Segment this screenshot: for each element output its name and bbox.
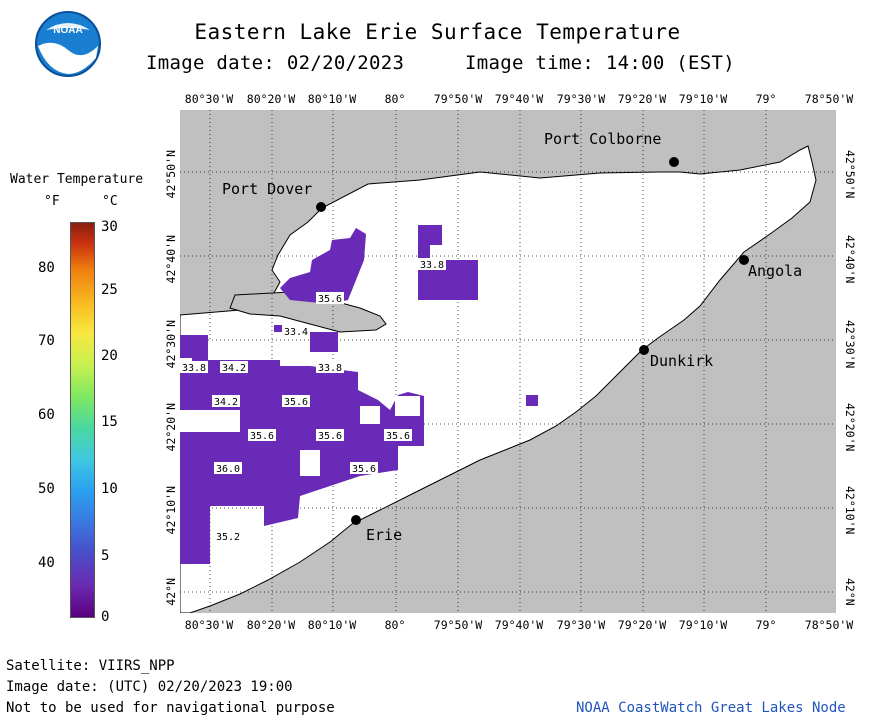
image-date: Image date: 02/20/2023 [146, 52, 405, 74]
legend-tick-c: 20 [101, 348, 118, 364]
temp-label: 34.2 [214, 397, 238, 408]
legend-unit-c: °C [102, 194, 118, 209]
lon-label: 80°30'W [184, 92, 234, 106]
city-marker [669, 157, 679, 167]
color-scale-bar [70, 222, 95, 618]
lat-label: 42°30'N [843, 320, 857, 369]
city-label: Angola [748, 262, 802, 280]
temperature-patches [180, 225, 538, 564]
lat-label: 42°40'N [843, 235, 857, 284]
city-label: Port Dover [222, 180, 312, 198]
temp-label: 35.6 [386, 431, 410, 442]
legend-title: Water Temperature [10, 172, 144, 187]
legend-tick-c: 5 [101, 548, 110, 564]
legend-tick-c: 30 [101, 219, 118, 235]
credit-text: NOAA CoastWatch Great Lakes Node [576, 700, 846, 716]
lon-label: 79° [755, 618, 777, 632]
city-marker [351, 515, 361, 525]
lon-label: 80°20'W [246, 618, 296, 632]
lon-label: 80° [384, 618, 406, 632]
lon-label: 80°10'W [307, 92, 357, 106]
temp-label: 33.8 [182, 363, 206, 374]
lat-label: 42°10'N [843, 486, 857, 535]
temp-label: 33.8 [318, 363, 342, 374]
disclaimer: Not to be used for navigational purpose [6, 700, 335, 716]
lon-label: 79°10'W [678, 618, 728, 632]
legend-tick-f: 70 [38, 333, 55, 349]
temp-label: 34.2 [222, 363, 246, 374]
lon-label: 80°30'W [184, 618, 234, 632]
temp-label: 33.8 [420, 260, 444, 271]
lon-label: 79° [755, 92, 777, 106]
temp-label: 35.6 [284, 397, 308, 408]
temp-label: 35.6 [250, 431, 274, 442]
lat-label: 42°20'N [843, 403, 857, 452]
lat-label: 42°40'N [164, 235, 178, 284]
graticule [180, 110, 836, 613]
lon-label: 78°50'W [804, 618, 854, 632]
legend-tick-f: 60 [38, 407, 55, 423]
temp-label: 36.0 [216, 464, 240, 475]
legend-tick-f: 50 [38, 481, 55, 497]
map-title: Eastern Lake Erie Surface Temperature [194, 20, 681, 44]
temp-label: 35.6 [318, 294, 342, 305]
legend-tick-c: 0 [101, 609, 110, 625]
lon-label: 79°50'W [433, 92, 483, 106]
temp-label: 35.2 [216, 532, 240, 543]
city-label: Dunkirk [650, 352, 713, 370]
lon-label: 80°20'W [246, 92, 296, 106]
lat-label: 42°10'N [164, 486, 178, 535]
temp-label: 33.4 [284, 327, 308, 338]
lon-label: 79°20'W [617, 618, 667, 632]
lat-label: 42°50'N [164, 150, 178, 199]
lon-label: 79°30'W [556, 618, 606, 632]
city-marker [739, 255, 749, 265]
city-marker [639, 345, 649, 355]
lon-label: 79°30'W [556, 92, 606, 106]
city-markers [316, 157, 749, 525]
water-gaps [180, 342, 420, 542]
legend-tick-f: 80 [38, 260, 55, 276]
lon-label: 80° [384, 92, 406, 106]
lon-label: 79°10'W [678, 92, 728, 106]
legend-tick-c: 15 [101, 414, 118, 430]
legend-tick-c: 10 [101, 481, 118, 497]
lat-label: 42°N [843, 578, 857, 606]
lat-label: 42°30'N [164, 320, 178, 369]
lon-label: 79°40'W [494, 92, 544, 106]
legend-unit-f: °F [44, 194, 60, 209]
city-label-group: Port Colborne Port Dover Angola Dunkirk … [222, 130, 802, 544]
lat-label: 42°N [164, 578, 178, 606]
lon-label: 78°50'W [804, 92, 854, 106]
lon-label: 79°50'W [433, 618, 483, 632]
lat-label: 42°50'N [843, 150, 857, 199]
image-time: Image time: 14:00 (EST) [465, 52, 735, 74]
city-label: Port Colborne [544, 130, 661, 148]
utc-date: Image date: (UTC) 02/20/2023 19:00 [6, 679, 293, 695]
lat-label: 42°20'N [164, 403, 178, 452]
temp-label: 35.6 [352, 464, 376, 475]
temp-label: 35.6 [318, 431, 342, 442]
legend-tick-f: 40 [38, 555, 55, 571]
satellite-info: Satellite: VIIRS_NPP [6, 658, 175, 674]
lake-map: 33.8 35.6 33.4 33.8 34.2 33.8 34.2 35.6 … [179, 110, 836, 614]
noaa-logo: NOAA [34, 10, 102, 78]
city-marker [316, 202, 326, 212]
legend-tick-c: 25 [101, 282, 118, 298]
city-label: Erie [366, 526, 402, 544]
lon-label: 79°40'W [494, 618, 544, 632]
noaa-logo-text: NOAA [53, 25, 82, 36]
temp-label-group: 33.8 35.6 33.4 33.8 34.2 33.8 34.2 35.6 … [180, 258, 446, 543]
lon-label: 79°20'W [617, 92, 667, 106]
lon-label: 80°10'W [307, 618, 357, 632]
